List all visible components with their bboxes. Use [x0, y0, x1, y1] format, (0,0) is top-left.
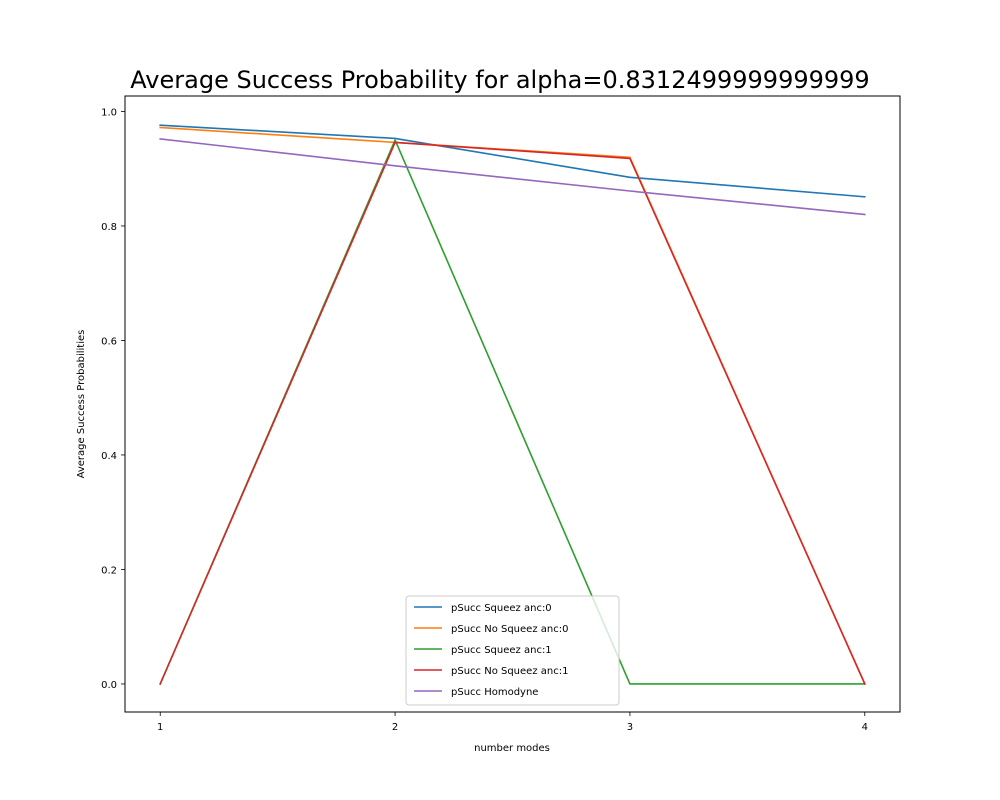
legend-box — [405, 595, 620, 706]
y-tick-label: 0.4 — [101, 451, 117, 462]
y-axis-ticks: 0.0 0.2 0.4 0.6 0.8 1.0 — [101, 107, 125, 691]
y-tick-label: 0.8 — [101, 222, 117, 233]
series-line-5 — [159, 138, 866, 216]
legend-label-3: pSucc Squeez anc:1 — [451, 645, 552, 656]
x-axis-ticks: 1 2 3 4 — [157, 712, 868, 733]
x-tick-label: 4 — [862, 722, 868, 733]
chart-title: Average Success Probability for alpha=0.… — [130, 66, 869, 94]
series-line-1 — [159, 124, 866, 198]
x-tick-label: 3 — [627, 722, 633, 733]
legend-label-4: pSucc No Squeez anc:1 — [451, 666, 568, 677]
y-tick-label: 0.6 — [101, 336, 117, 347]
legend: pSucc Squeez anc:0 pSucc No Squeez anc:0 p… — [405, 595, 620, 706]
y-tick-label: 0.0 — [101, 680, 117, 691]
series-line-4 — [159, 141, 866, 685]
y-axis-label: Average Success Probabilities — [76, 330, 87, 479]
x-tick-label: 1 — [157, 722, 163, 733]
legend-label-2: pSucc No Squeez anc:0 — [451, 624, 568, 635]
legend-label-5: pSucc Homodyne — [451, 687, 538, 698]
y-tick-label: 0.2 — [101, 565, 117, 576]
legend-label-1: pSucc Squeez anc:0 — [451, 603, 552, 614]
x-tick-label: 2 — [392, 722, 398, 733]
series-group — [159, 124, 866, 685]
x-axis-label: number modes — [474, 743, 550, 754]
y-tick-label: 1.0 — [101, 107, 117, 118]
